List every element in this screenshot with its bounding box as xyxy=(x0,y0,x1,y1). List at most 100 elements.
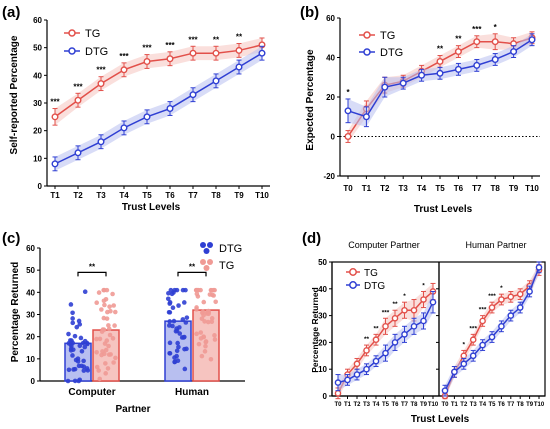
panel-a-letter: (a) xyxy=(2,4,20,21)
error-band-dtg xyxy=(348,33,532,127)
x-tick-label: T10 xyxy=(525,184,539,193)
data-point-tg xyxy=(372,336,380,344)
individual-point-tg xyxy=(103,371,108,376)
y-tick-label: 10 xyxy=(26,355,35,364)
legend-tg-marker xyxy=(363,31,371,39)
error-band-tg xyxy=(338,283,433,399)
individual-point-tg xyxy=(104,316,110,321)
individual-point-tg xyxy=(203,339,209,345)
data-point-tg xyxy=(235,46,243,54)
x-tick-label: Human xyxy=(175,387,209,398)
x-tick-label: T7 xyxy=(401,402,409,408)
y-tick-label: 50 xyxy=(26,266,35,275)
y-tick-label: 10 xyxy=(318,365,327,374)
individual-point-dtg xyxy=(73,357,79,363)
data-point-dtg xyxy=(399,79,407,87)
panel-b: (b) Expected Percentage Trust Levels -20… xyxy=(300,4,540,215)
y-tick-label: 50 xyxy=(33,44,42,53)
significance-bracket xyxy=(77,271,107,277)
individual-point-tg xyxy=(194,291,200,297)
panel-b-letter: (b) xyxy=(300,4,319,21)
data-point-dtg xyxy=(120,124,128,132)
individual-point-dtg xyxy=(70,320,76,326)
individual-point-dtg xyxy=(81,364,87,370)
y-tick-label: -20 xyxy=(323,172,335,181)
data-point-dtg xyxy=(460,360,468,368)
data-point-tg xyxy=(401,306,408,314)
individual-point-dtg xyxy=(167,300,173,305)
x-tick-label: T10 xyxy=(534,402,545,408)
x-tick-label: T7 xyxy=(188,191,198,200)
significance-marker: ** xyxy=(89,262,96,271)
individual-point-tg xyxy=(194,331,199,337)
data-point-tg xyxy=(74,96,82,104)
individual-point-tg xyxy=(101,327,107,333)
x-tick-label: T4 xyxy=(119,191,129,200)
individual-point-dtg xyxy=(183,320,189,325)
significance-marker: *** xyxy=(142,44,152,53)
individual-point-dtg xyxy=(74,324,80,330)
x-tick-label: T3 xyxy=(363,402,371,408)
individual-point-dtg xyxy=(65,378,71,384)
data-point-dtg xyxy=(507,312,515,319)
individual-point-tg xyxy=(101,298,107,304)
individual-point-dtg xyxy=(181,300,187,305)
individual-point-dtg xyxy=(79,348,85,354)
data-point-tg xyxy=(507,293,515,301)
individual-point-tg xyxy=(111,303,117,308)
x-tick-label: T8 xyxy=(517,402,525,408)
individual-point-tg xyxy=(106,323,111,328)
x-tick-label: T10 xyxy=(255,191,269,200)
individual-point-dtg xyxy=(172,355,177,360)
y-tick-label: 20 xyxy=(26,333,35,342)
individual-point-tg xyxy=(111,360,116,365)
individual-point-tg xyxy=(99,352,104,358)
legend-tg-label: TG xyxy=(380,30,395,42)
x-tick-label: T9 xyxy=(234,191,244,200)
significance-marker: * xyxy=(500,285,503,292)
individual-point-tg xyxy=(97,336,103,342)
panel-c-letter: (c) xyxy=(2,230,20,247)
panel-d-letter: (d) xyxy=(302,230,321,247)
individual-point-dtg xyxy=(82,289,88,295)
individual-point-dtg xyxy=(70,353,75,358)
individual-point-tg xyxy=(106,326,112,332)
data-point-tg xyxy=(454,48,462,56)
panel-d: (d) Percentage Returned Trust Levels Com… xyxy=(302,230,546,425)
data-point-tg xyxy=(120,66,128,74)
individual-point-tg xyxy=(205,319,211,325)
significance-marker: ** xyxy=(392,301,398,308)
x-tick-label: T5 xyxy=(435,184,445,193)
x-tick-label: T8 xyxy=(491,184,501,193)
data-point-tg xyxy=(410,306,418,314)
data-point-tg xyxy=(189,49,197,57)
error-band-dtg xyxy=(445,262,539,396)
x-tick-label: T5 xyxy=(142,191,152,200)
data-point-dtg xyxy=(479,341,486,349)
legend-dtg-marker xyxy=(363,48,371,56)
y-tick-label: 30 xyxy=(26,311,35,320)
significance-marker: * xyxy=(494,23,498,32)
legend-tg-marker xyxy=(68,29,76,37)
individual-point-dtg xyxy=(166,290,171,296)
data-point-dtg xyxy=(391,339,399,346)
data-point-tg xyxy=(143,58,151,66)
individual-point-dtg xyxy=(170,323,175,329)
legend-dtg-marker xyxy=(203,248,210,254)
x-tick-label: T9 xyxy=(420,402,428,408)
significance-marker: ** xyxy=(437,45,444,54)
individual-point-dtg xyxy=(72,333,78,339)
individual-point-tg xyxy=(196,341,202,347)
data-point-dtg xyxy=(344,376,351,384)
significance-marker: * xyxy=(422,282,425,289)
data-point-tg xyxy=(498,296,505,303)
significance-marker: ** xyxy=(373,325,379,332)
significance-marker: *** xyxy=(479,307,487,314)
data-point-dtg xyxy=(143,113,151,121)
data-point-tg xyxy=(363,347,370,354)
panel-a-xlabel: Trust Levels xyxy=(122,202,181,213)
individual-point-tg xyxy=(94,364,100,370)
x-tick-label: T4 xyxy=(417,184,427,193)
